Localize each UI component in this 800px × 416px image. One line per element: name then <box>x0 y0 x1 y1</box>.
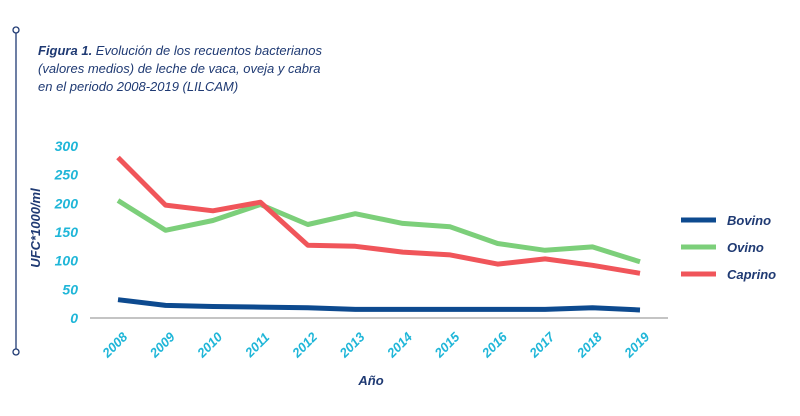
legend-label-ovino: Ovino <box>727 240 764 255</box>
x-tick-label: 2015 <box>431 329 463 361</box>
legend-label-caprino: Caprino <box>727 267 776 282</box>
x-tick-label: 2019 <box>621 329 653 361</box>
y-axis-ticks: 0 50 100 150 200 250 300 <box>54 138 79 326</box>
y-tick-label: 100 <box>55 253 79 269</box>
y-axis-label: UFC*1000/ml <box>28 188 43 268</box>
x-tick-label: 2010 <box>193 329 225 361</box>
x-tick-label: 2013 <box>336 329 368 361</box>
y-tick-label: 300 <box>55 138 79 154</box>
series-line-caprino <box>116 155 641 276</box>
x-tick-label: 2016 <box>478 329 510 361</box>
legend: Bovino Ovino Caprino <box>681 213 776 282</box>
y-tick-label: 50 <box>62 281 78 297</box>
side-rule-top-dot <box>12 26 20 34</box>
y-tick-label: 150 <box>55 224 79 240</box>
caption-text: Evolución de los recuentos bacterianos (… <box>38 43 322 94</box>
x-axis-ticks: 2008 2009 2010 2011 2012 2013 2014 2015 2016 2017… <box>99 329 653 361</box>
x-tick-label: 2009 <box>146 329 178 361</box>
side-rule-bottom-dot <box>12 348 20 356</box>
legend-label-bovino: Bovino <box>727 213 771 228</box>
series-line-bovino <box>117 297 641 313</box>
x-tick-label: 2018 <box>573 329 605 361</box>
series-line-ovino <box>116 198 641 265</box>
x-tick-label: 2011 <box>241 330 272 361</box>
caption-lead: Figura 1. <box>38 43 93 58</box>
x-tick-label: 2012 <box>288 329 320 361</box>
x-tick-label: 2008 <box>99 329 131 361</box>
y-tick-label: 0 <box>70 310 78 326</box>
x-axis-label: Año <box>357 373 383 388</box>
x-tick-label: 2014 <box>383 329 415 361</box>
y-tick-label: 200 <box>54 195 79 211</box>
figure-caption: Figura 1. Evolución de los recuentos bac… <box>38 42 338 96</box>
y-tick-label: 250 <box>54 167 79 183</box>
series-lines <box>116 155 641 313</box>
x-tick-label: 2017 <box>526 329 558 361</box>
